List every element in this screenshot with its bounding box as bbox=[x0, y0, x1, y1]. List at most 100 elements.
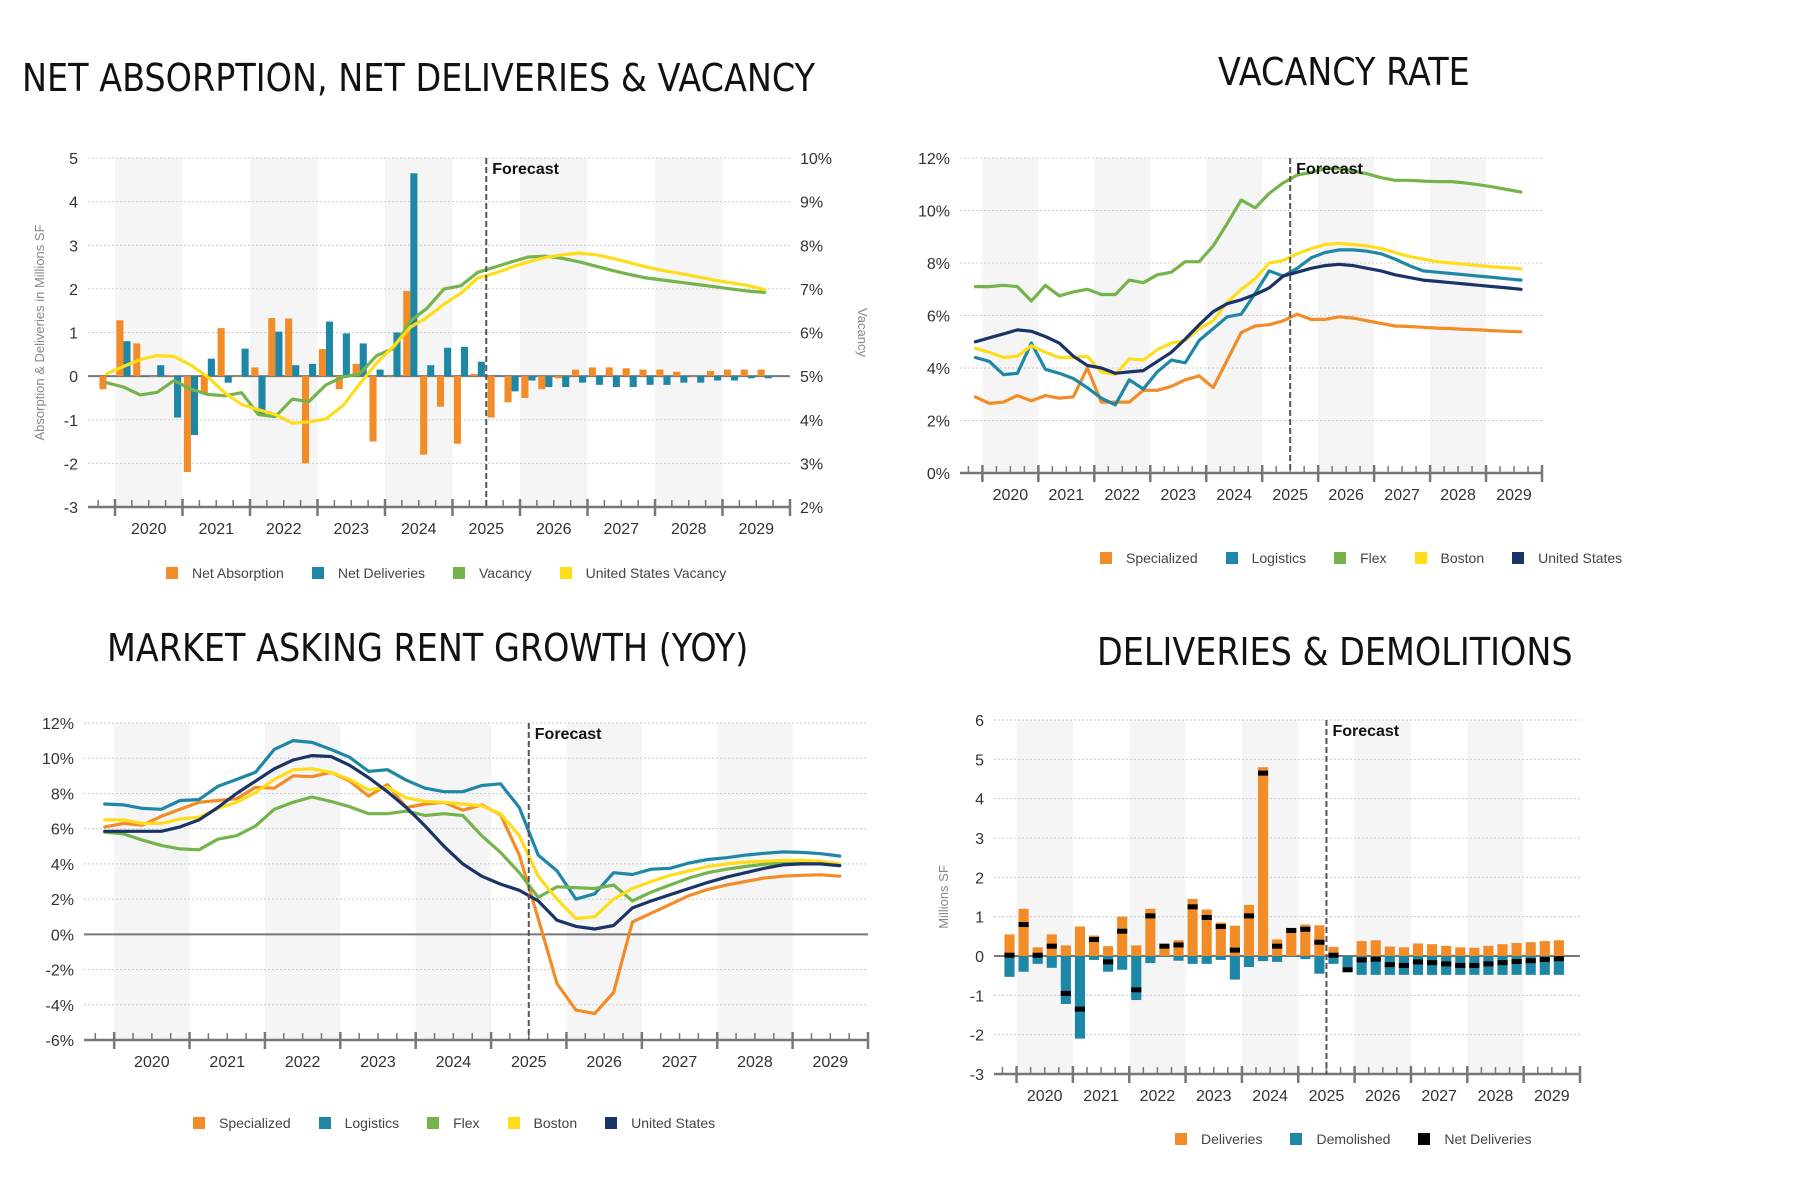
y2-tick-label: 5% bbox=[800, 369, 823, 386]
legend-item-flex[interactable]: Flex bbox=[427, 1115, 480, 1131]
y-axis-label: Absorption & Deliveries in Millions SF bbox=[32, 224, 47, 440]
x-tick-label: 2027 bbox=[1384, 487, 1420, 504]
net-absorption-bar bbox=[521, 376, 529, 398]
deliveries-bar bbox=[1215, 922, 1226, 956]
deliveries-bar bbox=[1004, 934, 1015, 956]
deliveries-bar bbox=[1088, 935, 1100, 956]
net-deliveries-bar bbox=[241, 348, 249, 377]
x-tick-label: 2025 bbox=[1272, 487, 1308, 504]
y-axis-label: Millions SF bbox=[936, 865, 951, 929]
net-deliveries-marker bbox=[1201, 914, 1212, 920]
net-deliveries-bar bbox=[275, 331, 283, 377]
legend-item-united-states[interactable]: United States bbox=[605, 1115, 715, 1131]
deliveries-bar bbox=[1398, 947, 1409, 956]
deliveries-bar bbox=[1074, 926, 1085, 956]
net-deliveries-bar bbox=[730, 376, 739, 381]
legend-swatch bbox=[1225, 552, 1238, 564]
net-absorption-bar bbox=[318, 349, 326, 377]
legend-swatch bbox=[1418, 1133, 1431, 1145]
legend-item-specialized[interactable]: Specialized bbox=[193, 1115, 291, 1131]
y-tick-label: 2% bbox=[927, 414, 950, 431]
net-deliveries-bar bbox=[427, 365, 435, 377]
legend-swatch bbox=[507, 1117, 520, 1129]
net-absorption-bar bbox=[217, 328, 225, 377]
absorption-chart: 5 4 3 2 1 0 -1 -2 -3 10% 9% 8% 7% 6% 5% 4% 3% 2% Vacancy Ab… bbox=[32, 151, 870, 538]
net-deliveries-marker bbox=[1511, 959, 1522, 965]
net-deliveries-bar bbox=[224, 376, 232, 383]
y-tick-label: 1 bbox=[975, 910, 984, 927]
y-tick-label: 8% bbox=[51, 786, 74, 803]
vacancy-chart: 12% 10% 8% 6% 4% 2% 0% 2020 2021 2022 2023 2024 2025… bbox=[918, 151, 1544, 504]
legend-item-flex[interactable]: Flex bbox=[1334, 550, 1387, 566]
deliveries-bar bbox=[1229, 925, 1240, 956]
deliveries-bar bbox=[1300, 924, 1311, 956]
vacancy-line bbox=[104, 254, 767, 419]
y-tick-label: 5 bbox=[975, 752, 984, 769]
deliveries-chart: 6 5 4 3 2 1 0 -1 -2 -3 Millions SF 2020 2021 2022 2023… bbox=[936, 713, 1582, 1105]
legend-item-deliveries[interactable]: Deliveries bbox=[1175, 1131, 1262, 1147]
x-tick-label: 2029 bbox=[1496, 487, 1532, 504]
legend-item-net-deliveries[interactable]: Net Deliveries bbox=[1418, 1131, 1532, 1147]
net-deliveries-bar bbox=[663, 376, 671, 385]
y-tick-label: 2 bbox=[975, 870, 984, 887]
x-tick-label: 2028 bbox=[737, 1054, 773, 1071]
net-deliveries-marker bbox=[1257, 770, 1269, 776]
forecast-label: Forecast bbox=[535, 726, 602, 743]
net-deliveries-marker bbox=[1286, 927, 1297, 933]
legend-item-net-deliveries[interactable]: Net Deliveries bbox=[311, 565, 425, 581]
net-deliveries-marker bbox=[1469, 962, 1480, 968]
vacancy-title: VACANCY RATE bbox=[1218, 50, 1470, 94]
y2-tick-label: 4% bbox=[800, 413, 823, 430]
net-deliveries-bar bbox=[511, 376, 519, 392]
y-tick-label: 0% bbox=[51, 927, 74, 944]
net-absorption-bar bbox=[470, 373, 478, 377]
demolished-bar bbox=[1032, 956, 1043, 964]
net-deliveries-marker bbox=[1384, 962, 1395, 968]
net-absorption-bar bbox=[504, 376, 512, 403]
y-tick-label: 4 bbox=[69, 195, 78, 212]
legend-item-specialized[interactable]: Specialized bbox=[1100, 550, 1198, 566]
legend-item-vacancy[interactable]: Vacancy bbox=[452, 565, 532, 581]
net-absorption-bar bbox=[301, 376, 310, 464]
x-tick-label: 2025 bbox=[1309, 1088, 1345, 1105]
demolished-bar bbox=[1314, 956, 1325, 974]
flex-line bbox=[103, 795, 842, 903]
legend-swatch bbox=[1100, 552, 1112, 564]
net-absorption-bar bbox=[605, 367, 613, 377]
net-deliveries-marker bbox=[1356, 957, 1367, 963]
net-deliveries-marker bbox=[1187, 904, 1198, 910]
net-deliveries-bar bbox=[562, 376, 570, 388]
y-tick-label: 4% bbox=[927, 361, 950, 378]
rent-legend: Specialized Logistics Flex Boston United Sta… bbox=[193, 1115, 715, 1131]
legend-item-logistics[interactable]: Logistics bbox=[1225, 550, 1306, 566]
legend-item-net-absorption[interactable]: Net Absorption bbox=[166, 565, 284, 581]
demolished-bar bbox=[1328, 956, 1339, 964]
net-deliveries-marker bbox=[1398, 962, 1409, 968]
x-tick-label: 2024 bbox=[1216, 487, 1252, 504]
legend-swatch bbox=[311, 567, 324, 579]
legend-item-demolished[interactable]: Demolished bbox=[1290, 1131, 1390, 1147]
y2-tick-label: 8% bbox=[800, 238, 823, 255]
net-deliveries-bar bbox=[528, 376, 536, 381]
legend-item-united-states-vacancy[interactable]: United States Vacancy bbox=[559, 565, 726, 581]
x-tick-label: 2024 bbox=[1252, 1088, 1288, 1105]
legend-label: Net Deliveries bbox=[1444, 1131, 1532, 1147]
legend-item-boston[interactable]: Boston bbox=[1414, 550, 1484, 566]
demolished-bar bbox=[1286, 956, 1297, 957]
y-tick-label: 8% bbox=[927, 256, 950, 273]
net-deliveries-bar bbox=[764, 376, 772, 379]
legend-item-united-states[interactable]: United States bbox=[1512, 550, 1622, 566]
x-tick-label: 2021 bbox=[209, 1054, 245, 1071]
x-tick-label: 2020 bbox=[993, 487, 1029, 504]
x-tick-label: 2022 bbox=[266, 521, 302, 538]
legend-item-boston[interactable]: Boston bbox=[507, 1115, 577, 1131]
year-band bbox=[1129, 720, 1186, 1074]
legend-item-logistics[interactable]: Logistics bbox=[318, 1115, 399, 1131]
x-tick-label: 2021 bbox=[198, 521, 234, 538]
legend-label: Vacancy bbox=[478, 565, 532, 581]
forecast-label: Forecast bbox=[492, 161, 559, 178]
x-tick-label: 2022 bbox=[285, 1054, 321, 1071]
net-absorption-bar bbox=[335, 376, 343, 390]
y-tick-label: -3 bbox=[64, 500, 78, 517]
net-deliveries-bar bbox=[342, 333, 350, 377]
